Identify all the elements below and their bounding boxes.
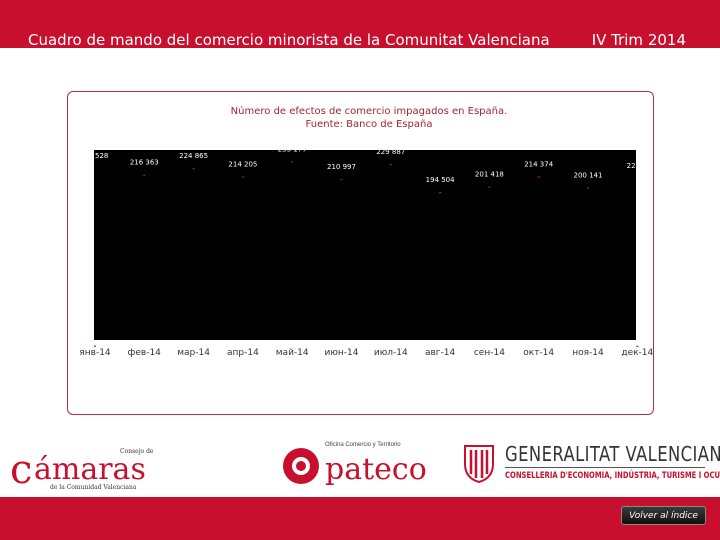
footer-background <box>0 497 720 540</box>
camaras-logo-word: ámaras <box>34 452 146 487</box>
generalitat-name: GENERALITAT VALENCIANA <box>505 442 720 466</box>
header-background <box>0 0 720 48</box>
header-bar: Cuadro de mando del comercio minorista d… <box>0 0 720 49</box>
data-point-marker <box>488 186 491 188</box>
data-label: 528 <box>95 152 108 160</box>
chart-title: Número de efectos de comercio impagados … <box>231 105 508 117</box>
chart-card: Número de efectos de comercio impagados … <box>67 91 654 415</box>
data-point-marker <box>439 192 442 194</box>
camaras-logo-initial: c <box>10 447 33 493</box>
x-tick-label: янв-14 <box>79 348 111 358</box>
generalitat-logo: GENERALITAT VALENCIANA CONSELLERIA D'ECO… <box>455 440 720 490</box>
data-label: 214 205 <box>228 160 257 168</box>
page-title: Cuadro de mando del comercio minorista d… <box>28 31 550 49</box>
line-chart: Número de efectos de comercio impagados … <box>79 105 653 358</box>
x-tick-label: апр-14 <box>227 348 259 358</box>
data-label: 224 865 <box>179 152 208 160</box>
x-tick-label: июн-14 <box>324 348 358 358</box>
data-point-marker <box>389 164 392 166</box>
x-tick-label: авг-14 <box>425 348 456 358</box>
data-label: 233 177 <box>278 145 307 153</box>
pateco-ring-icon <box>283 448 319 484</box>
footer-bar: Volver al índice <box>0 497 720 540</box>
back-to-index-button[interactable]: Volver al índice <box>621 506 706 525</box>
data-point-marker <box>587 187 589 189</box>
generalitat-department: CONSELLERIA D'ECONOMIA, INDÚSTRIA, TURIS… <box>505 471 720 481</box>
data-point-marker <box>143 174 146 176</box>
period-label: IV Trim 2014 <box>591 31 686 49</box>
logo-strip: Consejo de c ámaras de la Comunidad Vale… <box>0 430 720 500</box>
chart-subtitle: Fuente: Banco de España <box>306 119 433 130</box>
x-tick-label: дек-14 <box>621 348 653 358</box>
x-tick-label: фев-14 <box>128 348 162 358</box>
data-label: 210 997 <box>327 163 356 171</box>
x-tick-label: май-14 <box>276 348 309 358</box>
camaras-logo-line2: de la Comunidad Valenciana <box>50 484 137 491</box>
data-label: 216 363 <box>130 159 159 167</box>
x-tick-label: окт-14 <box>523 348 554 358</box>
x-tick-label: июл-14 <box>374 348 408 358</box>
pateco-logo-word: pateco <box>325 452 427 487</box>
plot-area <box>94 150 636 340</box>
camaras-logo-line1: Consejo de <box>120 448 154 455</box>
camaras-logo: Consejo de c ámaras de la Comunidad Vale… <box>10 436 170 494</box>
data-point-marker <box>192 167 195 170</box>
pateco-logo: Oficina Comercio y Territorio pateco <box>283 438 427 496</box>
generalitat-divider <box>505 467 705 468</box>
data-point-marker <box>94 345 96 347</box>
data-label: 194 504 <box>426 176 455 184</box>
data-point-marker <box>340 178 343 181</box>
data-point-marker <box>537 176 540 178</box>
data-label: 220 <box>627 162 640 170</box>
data-label: 214 374 <box>524 160 553 168</box>
data-label: 229 887 <box>376 148 405 156</box>
data-point-marker <box>636 345 639 348</box>
x-tick-label: мар-14 <box>177 348 210 358</box>
pateco-logo-small: Oficina Comercio y Territorio <box>325 442 401 448</box>
data-label: 200 141 <box>574 172 603 180</box>
x-tick-label: ноя-14 <box>572 348 604 358</box>
data-label: 201 418 <box>475 171 504 179</box>
data-point-marker <box>291 161 294 163</box>
x-tick-label: сен-14 <box>474 348 505 358</box>
data-point-marker <box>241 176 244 178</box>
generalitat-shield-icon <box>464 445 494 484</box>
